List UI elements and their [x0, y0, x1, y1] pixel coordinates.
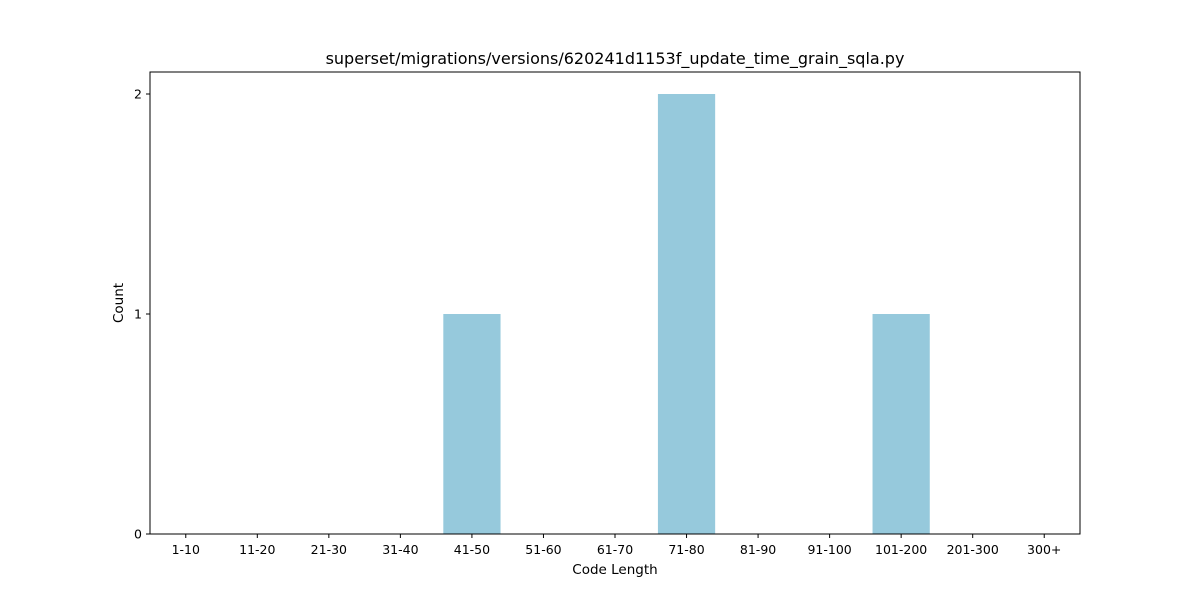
- x-tick-label: 51-60: [525, 542, 561, 557]
- x-tick-label: 71-80: [668, 542, 704, 557]
- x-tick-label: 201-300: [947, 542, 999, 557]
- y-tick-label: 0: [134, 527, 142, 542]
- x-tick-label: 101-200: [875, 542, 927, 557]
- x-tick-label: 41-50: [454, 542, 490, 557]
- y-axis-ticks: 0 1 2: [134, 87, 150, 542]
- x-tick-label: 61-70: [597, 542, 633, 557]
- y-tick-label: 1: [134, 307, 142, 322]
- bar-101-200: [872, 314, 930, 534]
- plot-area-frame: [149, 71, 1081, 535]
- x-axis-label: Code Length: [572, 562, 657, 578]
- x-tick-label: 21-30: [311, 542, 347, 557]
- x-tick-label: 300+: [1027, 542, 1061, 557]
- chart-title: superset/migrations/versions/620241d1153…: [326, 49, 905, 69]
- x-tick-label: 31-40: [382, 542, 418, 557]
- bars-group: [443, 94, 930, 534]
- x-tick-label: 11-20: [239, 542, 275, 557]
- x-axis-ticks: 1-10 11-20 21-30 31-40 41-50 51-60 61-70 71-80 8…: [172, 534, 1061, 557]
- bar-71-80: [657, 94, 716, 534]
- bar-41-50: [443, 314, 501, 534]
- x-tick-label: 81-90: [740, 542, 776, 557]
- y-tick-label: 2: [134, 87, 142, 102]
- x-tick-label: 91-100: [807, 542, 851, 557]
- y-axis-label: Count: [111, 283, 127, 323]
- x-tick-label: 1-10: [172, 542, 200, 557]
